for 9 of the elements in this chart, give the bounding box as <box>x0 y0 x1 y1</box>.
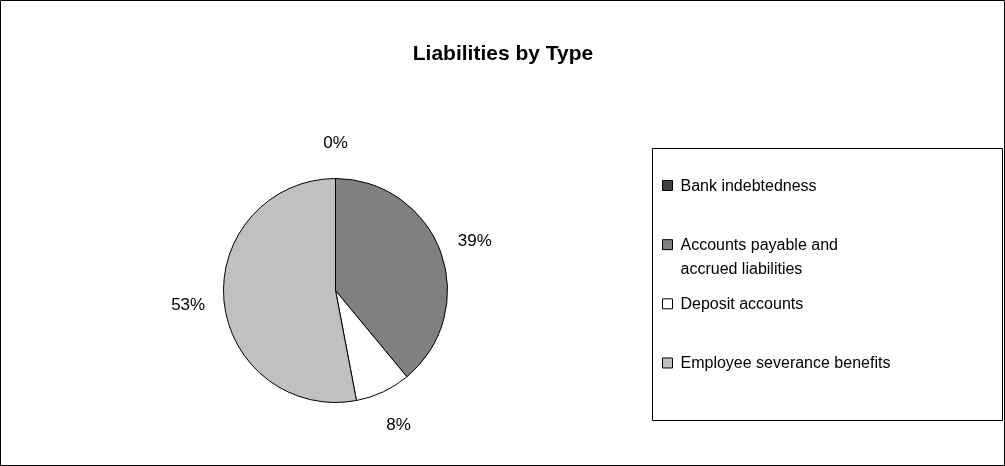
data-label: 53% <box>171 294 206 314</box>
legend-label: Bank indebtedness <box>680 177 817 194</box>
data-label: 39% <box>457 230 492 250</box>
chart-title: Liabilities by Type <box>412 41 594 64</box>
legend-label: Employee severance benefits <box>680 354 891 372</box>
data-label: 8% <box>386 414 411 434</box>
text: 0% <box>323 133 348 152</box>
legend-label: Deposit accounts <box>680 295 804 313</box>
legend-label: Accounts payable and accrued liabilities <box>680 236 838 278</box>
